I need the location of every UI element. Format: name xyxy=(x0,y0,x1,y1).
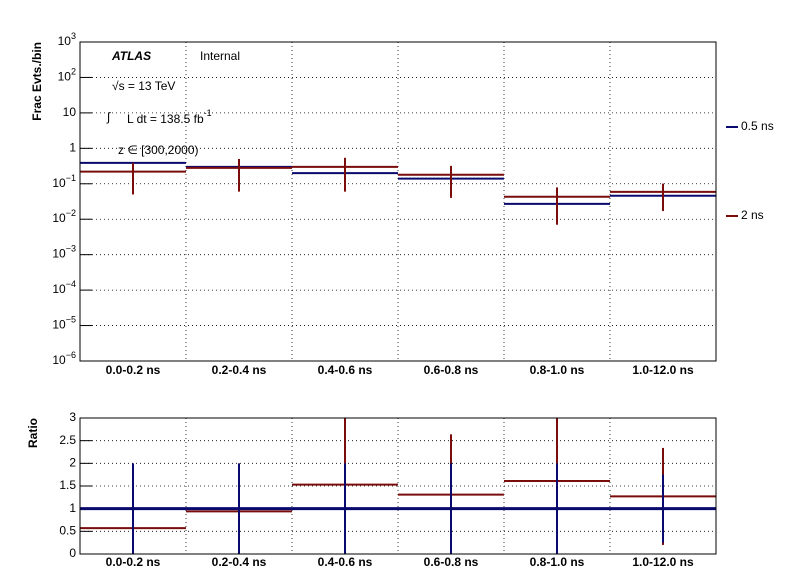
y-tick-label: 10−5 xyxy=(52,315,76,332)
x-tick-label: 0.8-1.0 ns xyxy=(530,363,585,377)
x-tick-label: 0.0-0.2 ns xyxy=(106,555,161,569)
y-tick-label: 3 xyxy=(69,410,76,424)
y-tick-base: 10 xyxy=(52,318,66,332)
y-tick-exponent: −6 xyxy=(66,350,76,360)
x-tick-label: 0.6-0.8 ns xyxy=(424,555,479,569)
annotation: Internal xyxy=(200,49,240,63)
x-tick-label: 0.6-0.8 ns xyxy=(424,363,479,377)
annotation: ATLAS xyxy=(111,49,151,63)
annotation-text: ATLAS xyxy=(111,49,151,63)
y-tick-label: 1 xyxy=(69,501,76,515)
annotation: L dt = 138.5 fb-1 xyxy=(127,108,212,126)
y-tick-exponent: 3 xyxy=(71,31,76,41)
y-tick-label: 10 xyxy=(63,105,77,119)
y-tick-base: 10 xyxy=(52,353,66,367)
annotation: z ∈ [300,2000) xyxy=(118,143,199,157)
y-tick-base: 10 xyxy=(52,247,66,261)
plot-area xyxy=(80,157,716,225)
y-tick-label: 0.5 xyxy=(59,524,76,538)
x-tick-label: 0.8-1.0 ns xyxy=(530,555,585,569)
x-tick-label: 0.4-0.6 ns xyxy=(318,555,373,569)
y-tick-base: 10 xyxy=(52,282,66,296)
plot-area xyxy=(80,418,716,554)
annotation-text: Internal xyxy=(200,49,240,63)
x-tick-label: 1.0-12.0 ns xyxy=(632,555,694,569)
y-tick-exponent: −1 xyxy=(66,173,76,183)
annotation-text: z ∈ [300,2000) xyxy=(118,143,199,157)
y-tick-label: 2.5 xyxy=(59,433,76,447)
y-tick-exponent: −5 xyxy=(66,315,76,325)
x-tick-label: 1.0-12.0 ns xyxy=(632,363,694,377)
y-axis-label: Ratio xyxy=(26,418,40,448)
annotation: √s = 13 TeV xyxy=(112,79,175,93)
y-tick-exponent: −2 xyxy=(66,209,76,219)
annotation-text: L dt = 138.5 fb xyxy=(127,112,204,126)
y-tick-label: 2 xyxy=(69,456,76,470)
y-tick-base: 10 xyxy=(52,211,66,225)
y-tick-label: 0 xyxy=(69,546,76,560)
x-tick-label: 0.2-0.4 ns xyxy=(212,363,267,377)
y-tick-label: 10−4 xyxy=(52,279,76,296)
x-tick-label: 0.0-0.2 ns xyxy=(106,363,161,377)
annotation-text: √s = 13 TeV xyxy=(112,79,175,93)
y-tick-base: 10 xyxy=(52,176,66,190)
y-tick-exponent: −3 xyxy=(66,244,76,254)
y-tick-base: 10 xyxy=(58,70,72,84)
y-tick-label: 10−2 xyxy=(52,209,76,226)
annotation-superscript: -1 xyxy=(204,108,212,118)
plot-frame xyxy=(79,41,717,362)
y-tick-base: 10 xyxy=(58,34,72,48)
y-tick-label: 10−1 xyxy=(52,173,76,190)
y-axis-label: Frac Evts./bin xyxy=(30,42,44,121)
y-tick-label: 1 xyxy=(69,141,76,155)
plot-frame xyxy=(79,417,717,555)
y-tick-exponent: −4 xyxy=(66,279,76,289)
legend-label: 0.5 ns xyxy=(741,119,774,133)
x-tick-label: 0.4-0.6 ns xyxy=(318,363,373,377)
annotation: ∫ xyxy=(106,110,111,124)
annotation-text: ∫ xyxy=(106,110,111,124)
y-tick-exponent: 2 xyxy=(71,67,76,77)
y-tick-label: 102 xyxy=(58,67,76,84)
y-tick-label: 10−6 xyxy=(52,350,76,367)
y-tick-label: 103 xyxy=(58,31,76,48)
y-tick-label: 10−3 xyxy=(52,244,76,261)
x-tick-label: 0.2-0.4 ns xyxy=(212,555,267,569)
y-tick-label: 1.5 xyxy=(59,478,76,492)
legend-label: 2 ns xyxy=(741,208,764,222)
